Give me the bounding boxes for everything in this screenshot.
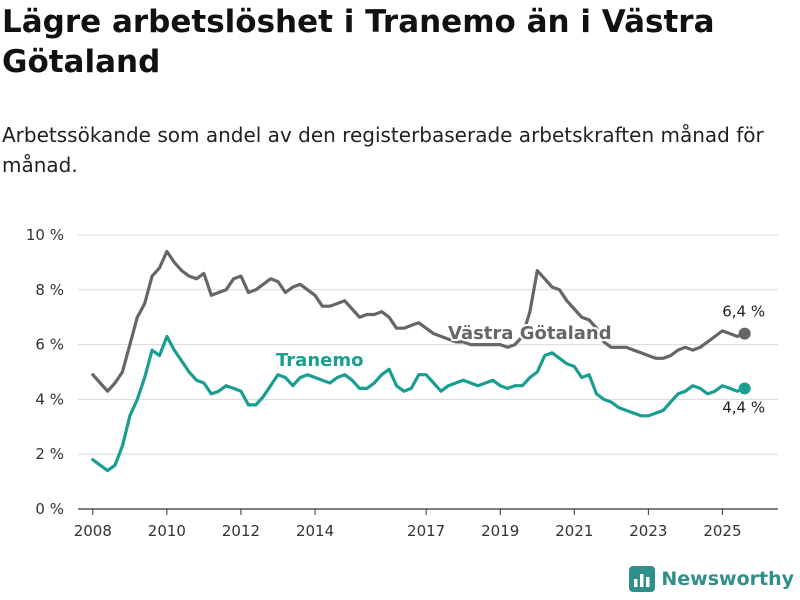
x-tick-label: 2017 xyxy=(407,522,445,540)
series-label-vastra-gotaland: Västra Götaland xyxy=(448,323,612,344)
y-tick-label: 10 % xyxy=(26,226,64,244)
series-labels: Västra Götaland Tranemo 6,4 % 4,4 % xyxy=(274,301,767,418)
series-label-tranemo: Tranemo xyxy=(276,350,363,371)
y-tick-label: 0 % xyxy=(35,500,64,518)
x-tick-label: 2019 xyxy=(481,522,519,540)
end-value-label: 4,4 % xyxy=(722,398,765,416)
gridlines xyxy=(78,234,778,510)
x-tick-label: 2025 xyxy=(703,522,741,540)
brand-name: Newsworthy xyxy=(661,568,794,590)
bar-chart-icon xyxy=(629,566,656,592)
end-point-tranemo xyxy=(738,382,751,395)
x-tick-label: 2010 xyxy=(148,522,186,540)
x-tick-label: 2012 xyxy=(222,522,260,540)
end-value-label: 6,4 % xyxy=(722,303,765,321)
x-tick-label: 2008 xyxy=(74,522,112,540)
y-tick-label: 2 % xyxy=(35,445,64,463)
axes: 0 % 2 % 4 % 6 % 8 % 10 % 2008 2010 2012 2014 2017 2… xyxy=(26,226,778,540)
x-tick-label: 2023 xyxy=(629,522,667,540)
chart-title: Lägre arbetslöshet i Tranemo än i Västra… xyxy=(2,4,715,80)
chart-subtitle: Arbetssökande som andel av den registerb… xyxy=(2,123,764,177)
y-tick-label: 8 % xyxy=(35,281,64,299)
x-tick-label: 2014 xyxy=(296,522,334,540)
y-tick-label: 4 % xyxy=(35,390,64,408)
brand-logo[interactable]: Newsworthy xyxy=(629,564,794,594)
y-tick-label: 6 % xyxy=(35,336,64,354)
series-lines xyxy=(91,249,751,473)
x-tick-label: 2021 xyxy=(555,522,593,540)
end-point-v-stra-g-taland xyxy=(738,327,751,340)
series-line-v-stra-g-taland xyxy=(91,249,747,393)
series-line-tranemo xyxy=(91,334,747,473)
